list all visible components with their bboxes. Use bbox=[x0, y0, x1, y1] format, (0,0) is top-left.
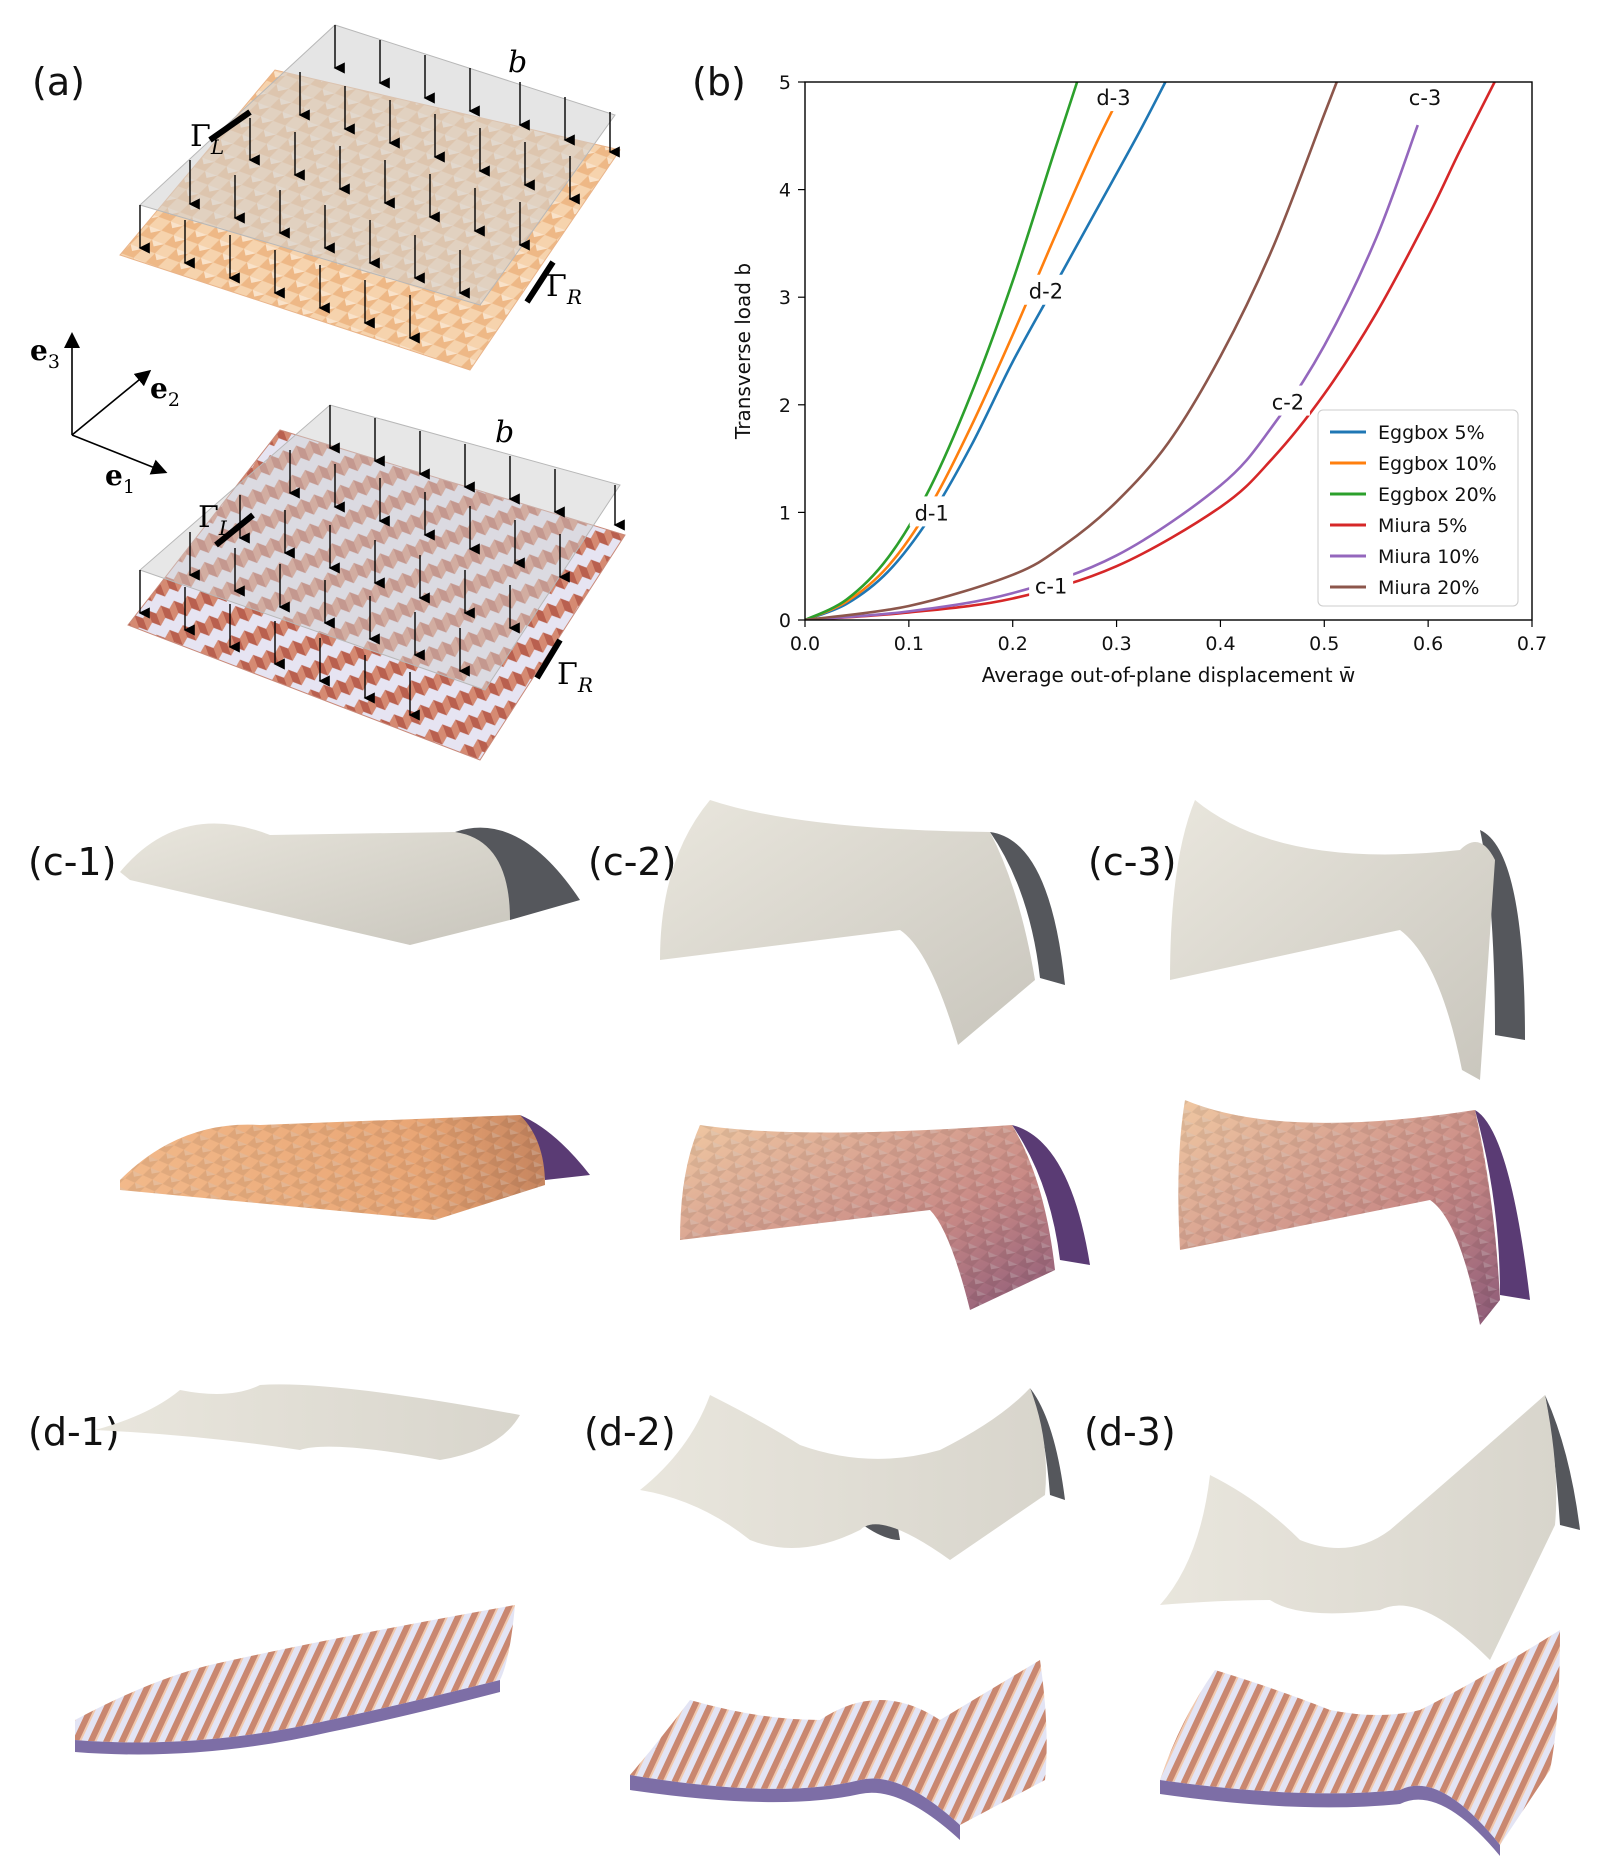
boundary-left-label-bottom: ΓL bbox=[198, 500, 232, 540]
panel-c3-label: (c-3) bbox=[1088, 840, 1177, 884]
panel-a-illustration: b ΓL ΓR e3 e2 e1 bbox=[30, 24, 626, 761]
axis-e2-label: e2 bbox=[150, 372, 180, 411]
y-tick-label-0: 0 bbox=[779, 610, 791, 632]
boundary-left-bottom bbox=[214, 512, 255, 548]
legend-label-3: Miura 5% bbox=[1378, 515, 1467, 537]
d1-miura bbox=[75, 1605, 515, 1755]
load-arrows-top bbox=[138, 25, 620, 344]
panel-b-label: (b) bbox=[692, 60, 746, 104]
load-arrows-bottom bbox=[138, 405, 625, 721]
annotation-label-4: c-2 bbox=[1272, 391, 1304, 415]
annotation-label-3: c-1 bbox=[1035, 575, 1067, 599]
x-tick-label-1: 0.1 bbox=[894, 633, 924, 655]
axis-e3-label: e3 bbox=[30, 334, 60, 373]
axes-triad bbox=[64, 332, 168, 475]
legend-box bbox=[1317, 409, 1519, 607]
panel-a-label: (a) bbox=[32, 60, 85, 104]
panel-c2-label: (c-2) bbox=[588, 840, 677, 884]
c1-shell bbox=[120, 823, 580, 945]
x-tick-label-2: 0.2 bbox=[998, 633, 1028, 655]
legend-label-5: Miura 20% bbox=[1378, 577, 1479, 599]
axis-e1-label: e1 bbox=[105, 459, 135, 498]
d1-shell bbox=[95, 1384, 520, 1460]
annotation-bg-0 bbox=[909, 496, 954, 527]
c1-eggbox bbox=[120, 1115, 590, 1220]
y-axis-label: Transverse load b bbox=[731, 263, 755, 440]
panel-d3-label: (d-3) bbox=[1084, 1410, 1176, 1454]
annotation-bg-4 bbox=[1265, 385, 1310, 416]
boundary-left-top bbox=[208, 109, 252, 143]
y-tick-label-4: 4 bbox=[779, 180, 791, 202]
load-plane-bottom bbox=[139, 404, 621, 691]
panel-c1-label: (c-1) bbox=[28, 840, 117, 884]
annotation-bg-3 bbox=[1029, 569, 1074, 600]
y-tick-label-3: 3 bbox=[779, 287, 791, 309]
y-tick-label-2: 2 bbox=[779, 395, 791, 417]
series-line-2 bbox=[805, 82, 1079, 620]
annotation-label-0: d-1 bbox=[915, 501, 949, 525]
series-line-0 bbox=[805, 82, 1167, 620]
load-plane-top bbox=[139, 24, 616, 306]
annotation-bg-2 bbox=[1091, 81, 1136, 112]
c3-shell bbox=[1170, 800, 1525, 1080]
annotation-bg-1 bbox=[1023, 274, 1068, 305]
boundary-right-label-top: ΓR bbox=[546, 269, 582, 309]
legend-label-0: Eggbox 5% bbox=[1378, 422, 1485, 444]
series-line-4 bbox=[805, 124, 1419, 620]
annotation-label-2: d-3 bbox=[1096, 86, 1130, 110]
x-tick-label-5: 0.5 bbox=[1309, 633, 1339, 655]
legend-label-4: Miura 10% bbox=[1378, 546, 1479, 568]
boundary-right-bottom bbox=[534, 638, 563, 680]
series-line-3 bbox=[805, 82, 1496, 620]
c3-miura bbox=[1178, 1100, 1530, 1325]
row-c-shapes bbox=[120, 800, 1530, 1325]
load-displacement-chart: d-1 d-2 d-3 c-1 c-2 c-3 0.0 0.1 0.2 0.3 0.4 0.5 0.6 0… bbox=[731, 72, 1547, 687]
miura-load-diagram: b ΓL ΓR bbox=[127, 404, 626, 761]
x-tick-label-7: 0.7 bbox=[1517, 633, 1547, 655]
legend-label-2: Eggbox 20% bbox=[1378, 484, 1497, 506]
d2-shell bbox=[640, 1388, 1065, 1560]
row-d-shapes bbox=[75, 1384, 1580, 1856]
plot-frame bbox=[804, 81, 1533, 621]
eggbox-load-diagram: b ΓL ΓR bbox=[119, 24, 621, 371]
load-symbol-bottom: b bbox=[495, 415, 514, 450]
series-line-1 bbox=[805, 82, 1129, 620]
panel-d2-label: (d-2) bbox=[584, 1410, 676, 1454]
boundary-right-top bbox=[524, 260, 556, 304]
annotation-label-1: d-2 bbox=[1029, 280, 1063, 304]
y-tick-label-5: 5 bbox=[779, 72, 791, 94]
y-tick-label-1: 1 bbox=[779, 502, 791, 524]
d2-miura bbox=[630, 1660, 1047, 1840]
annotation-bg-5 bbox=[1403, 81, 1448, 112]
boundary-left-label-top: ΓL bbox=[190, 119, 224, 159]
legend-label-1: Eggbox 10% bbox=[1378, 453, 1497, 475]
x-tick-label-6: 0.6 bbox=[1413, 633, 1443, 655]
d3-shell bbox=[1160, 1395, 1580, 1660]
panel-d1-label: (d-1) bbox=[28, 1410, 120, 1454]
x-tick-label-0: 0.0 bbox=[790, 633, 820, 655]
boundary-right-label-bottom: ΓR bbox=[557, 657, 593, 697]
x-axis-label: Average out-of-plane displacement w̄ bbox=[982, 663, 1356, 687]
d3-miura bbox=[1160, 1630, 1560, 1856]
c2-shell bbox=[660, 800, 1065, 1045]
load-symbol-top: b bbox=[508, 45, 527, 80]
series-line-5 bbox=[805, 82, 1338, 620]
x-tick-label-3: 0.3 bbox=[1101, 633, 1131, 655]
x-tick-label-4: 0.4 bbox=[1205, 633, 1235, 655]
annotation-label-5: c-3 bbox=[1409, 86, 1441, 110]
c2-miura bbox=[680, 1125, 1090, 1310]
